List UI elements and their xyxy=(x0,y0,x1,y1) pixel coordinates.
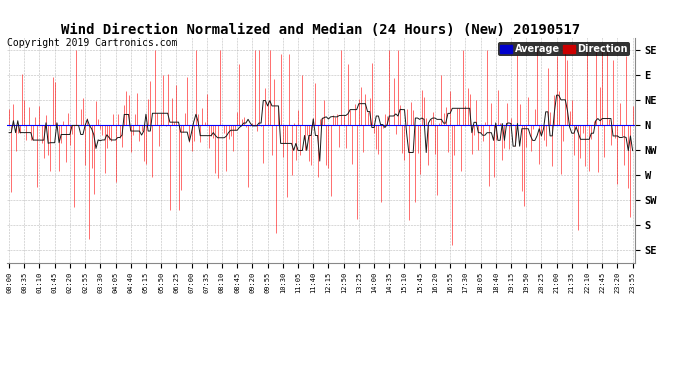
Title: Wind Direction Normalized and Median (24 Hours) (New) 20190517: Wind Direction Normalized and Median (24… xyxy=(61,24,580,38)
Text: Copyright 2019 Cartronics.com: Copyright 2019 Cartronics.com xyxy=(7,38,177,48)
Legend: Average, Direction: Average, Direction xyxy=(498,42,630,56)
